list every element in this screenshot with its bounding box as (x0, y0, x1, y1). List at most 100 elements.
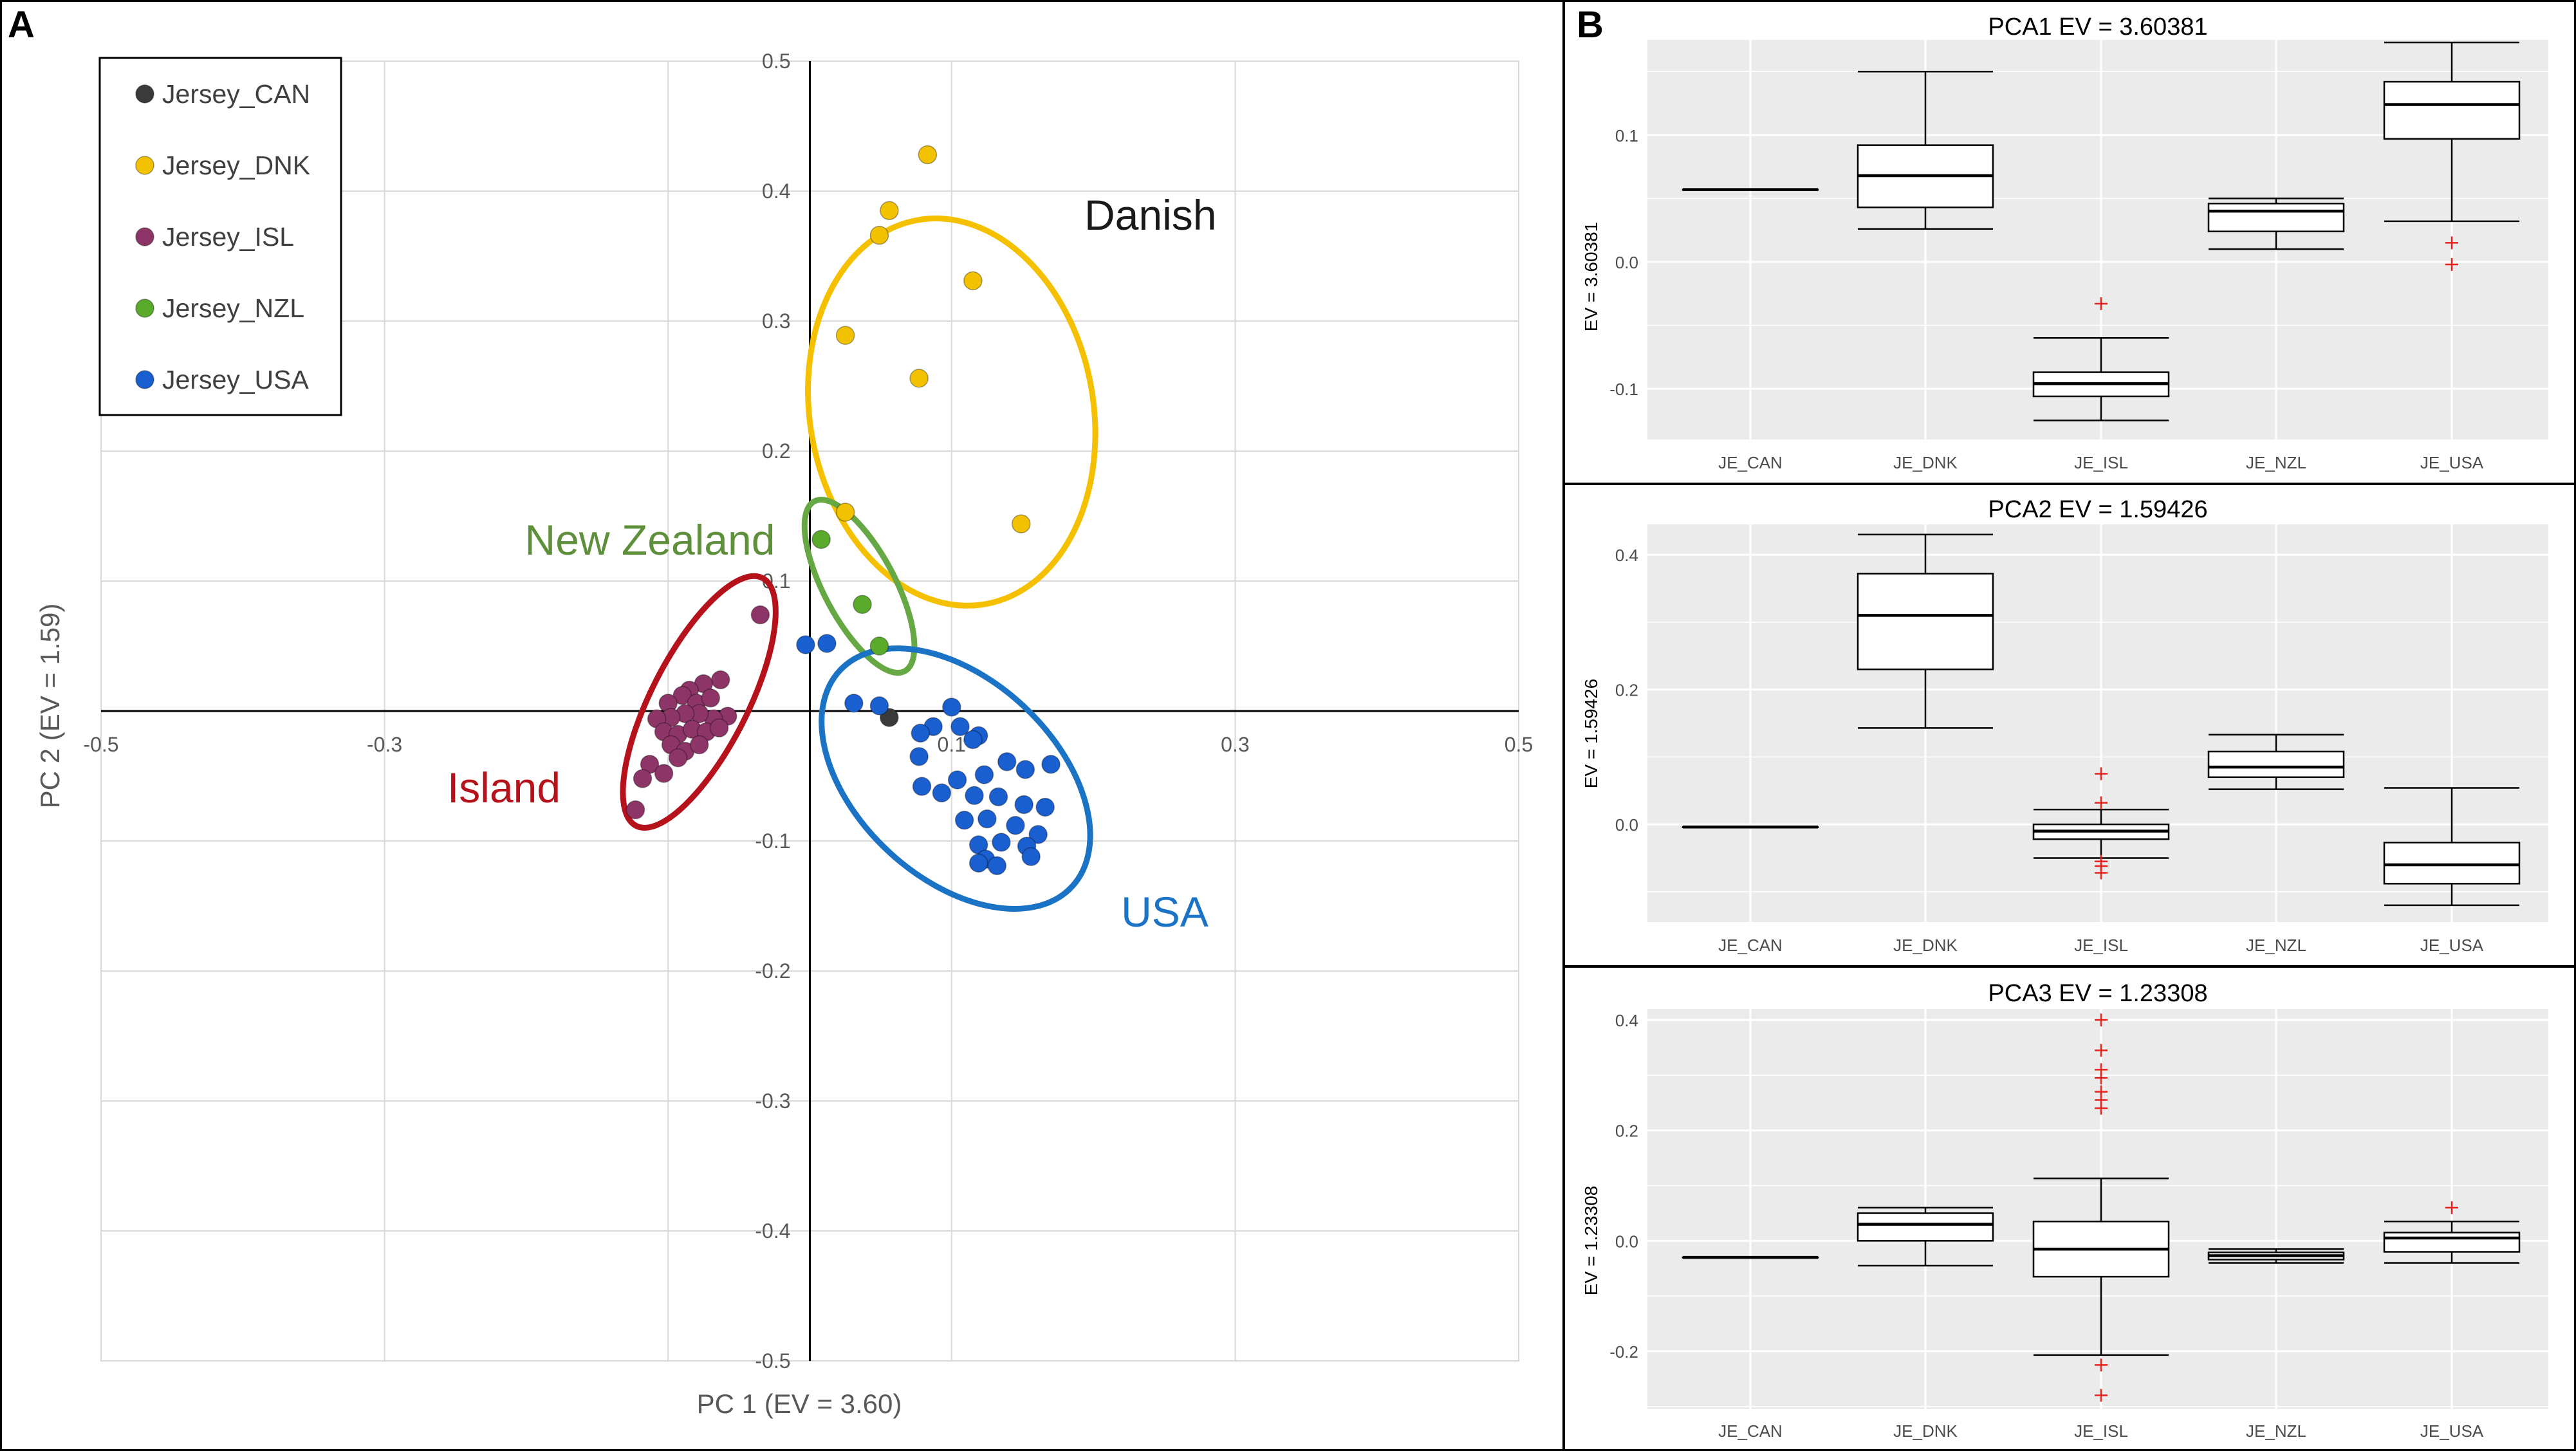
y-tick-label: 0.1 (1615, 126, 1638, 145)
box-iqr (2207, 203, 2345, 232)
panel-b-boxplots: PCA1 EV = 3.60381 0.1 0.0 -0.1 JE_CAN JE_DNK J… (1581, 14, 2548, 1441)
box-je_nzl (2207, 1248, 2345, 1264)
outlier-marker (2095, 297, 2108, 311)
box-je_usa (2383, 41, 2521, 271)
box-iqr (1857, 1212, 1994, 1242)
y-tick-label: -0.2 (755, 959, 790, 983)
label-danish: Danish (1084, 191, 1216, 239)
boxplot-pca1: PCA1 EV = 3.60381 0.1 0.0 -0.1 JE_CAN JE_DNK J… (1581, 14, 2548, 472)
x-tick-label: -0.5 (83, 733, 118, 756)
box-je_dnk (1857, 533, 1994, 729)
point-isl (668, 748, 688, 768)
x-tick-label: JE_CAN (1718, 936, 1783, 955)
legend-label-can: Jersey_CAN (162, 79, 310, 109)
outlier-marker (2445, 1201, 2458, 1214)
point-usa (950, 717, 970, 736)
point-usa (963, 730, 983, 750)
point-usa (1028, 825, 1048, 844)
point-usa (1021, 847, 1041, 866)
outlier-marker (2095, 1013, 2108, 1027)
boxplot-title: PCA2 EV = 1.59426 (1988, 496, 2207, 523)
panel-a-scatter: -0.5 -0.3 0.1 0.3 0.50.50.40.30.20.1-0.1-0.2… (35, 50, 1533, 1419)
y-tick-label: 0.4 (762, 180, 790, 203)
point-usa (997, 752, 1017, 772)
y-tick-label: 0.4 (1615, 546, 1638, 565)
y-tick-label: 0.2 (1615, 1122, 1638, 1141)
y-tick-label: 0.2 (1615, 681, 1638, 700)
box-je_isl (2032, 297, 2170, 421)
x-tick-label: JE_ISL (2074, 1421, 2128, 1441)
point-usa (978, 809, 997, 829)
legend-label-dnk: Jersey_DNK (162, 151, 310, 180)
panel-label-a: A (8, 4, 35, 46)
outlier-marker (2095, 1358, 2108, 1372)
ellipse-isl (620, 573, 779, 831)
box-je_isl (2032, 767, 2170, 880)
x-tick-label: JE_DNK (1893, 936, 1958, 955)
point-nzl (853, 595, 872, 615)
x-tick-label: JE_DNK (1893, 453, 1958, 472)
legend-marker-can (135, 84, 154, 104)
boxplot-title: PCA1 EV = 3.60381 (1988, 14, 2207, 41)
point-usa (932, 783, 952, 803)
box-iqr (2383, 842, 2521, 885)
legend-label-nzl: Jersey_NZL (162, 293, 304, 323)
point-nzl (869, 636, 889, 656)
x-tick-label: JE_DNK (1893, 1421, 1958, 1441)
box-iqr (2383, 80, 2521, 140)
point-usa (1015, 760, 1035, 779)
boxplot-pca3: PCA3 EV = 1.23308 0.4 0.2 0.0 -0.2 JE_CAN JE_D… (1581, 980, 2548, 1441)
legend: Jersey_CAN Jersey_DNK Jersey_ISL Jersey_NZL… (98, 57, 342, 416)
x-tick-label: JE_NZL (2246, 1421, 2306, 1441)
x-tick-label: 0.5 (1505, 733, 1533, 756)
box-je_can (1682, 1255, 1819, 1259)
box-je_nzl (2207, 734, 2345, 790)
point-isl (672, 686, 692, 705)
x-tick-label: 0.3 (1221, 733, 1249, 756)
box-je_usa (2383, 787, 2521, 907)
x-axis-label: PC 1 (EV = 3.60) (697, 1389, 902, 1419)
point-usa (968, 853, 988, 873)
point-usa (869, 696, 889, 716)
y-tick-label: 0.0 (1615, 253, 1638, 272)
outlier-marker (2095, 866, 2108, 880)
x-tick-label: JE_USA (2420, 1421, 2484, 1441)
y-axis-label: PC 2 (EV = 1.59) (35, 604, 65, 809)
box-je_dnk (1857, 1206, 1994, 1267)
series-usa (796, 634, 1061, 876)
series-nzl (811, 530, 889, 656)
x-tick-label: JE_ISL (2074, 453, 2128, 472)
point-usa (992, 833, 1011, 852)
point-usa (974, 765, 994, 784)
x-tick-label: -0.3 (367, 733, 402, 756)
point-usa (817, 634, 837, 653)
point-usa (954, 810, 974, 830)
outlier-marker (2095, 1044, 2108, 1057)
point-usa (942, 698, 961, 717)
boxplot-pca2: PCA2 EV = 1.59426 0.4 0.2 0.0 JE_CAN JE_DNK JE… (1581, 496, 2548, 955)
y-tick-label: 0.0 (1615, 815, 1638, 835)
boxplot-y-label: EV = 1.59426 (1581, 679, 1601, 788)
point-usa (1014, 795, 1033, 815)
legend-marker-dnk (135, 156, 154, 175)
point-usa (1035, 797, 1055, 817)
y-tick-label: -0.1 (1609, 380, 1638, 399)
y-tick-label: -0.5 (755, 1349, 790, 1372)
point-isl (701, 689, 721, 708)
y-tick-label: -0.3 (755, 1089, 790, 1113)
label-new-zealand: New Zealand (525, 516, 775, 564)
point-dnk (835, 326, 855, 345)
boxplot-title: PCA3 EV = 1.23308 (1988, 980, 2207, 1007)
point-usa (1041, 755, 1061, 774)
boxplot-y-label: EV = 1.23308 (1581, 1186, 1601, 1295)
ellipse-usa (819, 645, 1093, 912)
box-je_isl (2032, 1013, 2170, 1402)
x-tick-label: JE_NZL (2246, 936, 2306, 955)
y-tick-label: 0.0 (1615, 1232, 1638, 1251)
box-je_usa (2383, 1201, 2521, 1264)
legend-marker-isl (135, 227, 154, 246)
point-isl (689, 735, 709, 755)
point-usa (1006, 816, 1025, 835)
